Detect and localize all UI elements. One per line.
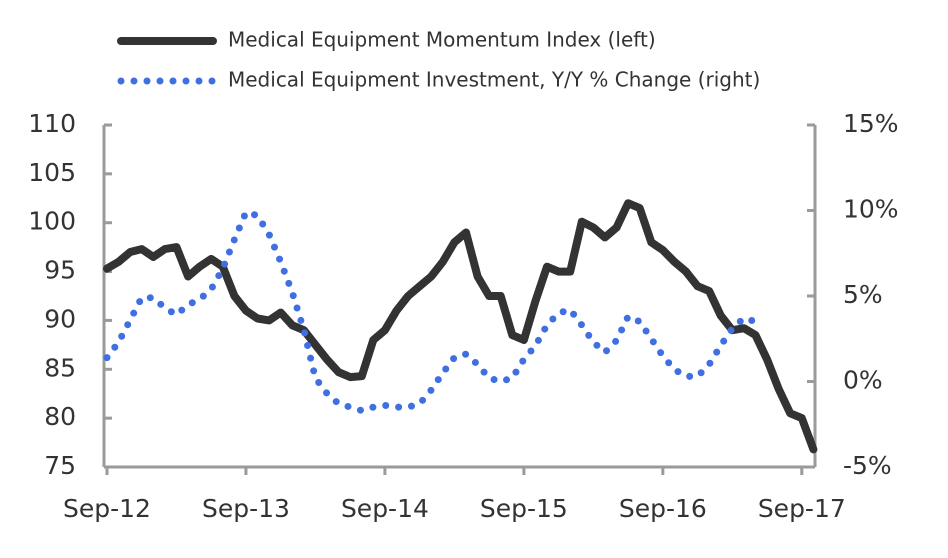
y2-tick-label: -5%	[843, 451, 892, 480]
legend-label: Medical Equipment Investment, Y/Y % Chan…	[228, 68, 760, 92]
y-tick-label: 95	[44, 256, 76, 285]
y2-tick-label: 0%	[843, 366, 883, 395]
series-line	[103, 199, 818, 454]
y-tick-label: 100	[28, 207, 76, 236]
x-tick-label: Sep-12	[63, 494, 151, 523]
y-tick-label: 90	[44, 304, 76, 333]
y-tick-label: 110	[28, 109, 76, 138]
y-tick-label: 85	[44, 353, 76, 382]
x-tick-label: Sep-15	[480, 494, 568, 523]
series-line	[103, 208, 759, 415]
x-tick-label: Sep-16	[619, 494, 707, 523]
y-tick-label: 105	[28, 158, 76, 187]
y2-tick-label: 15%	[843, 109, 899, 138]
x-tick-label: Sep-17	[758, 494, 846, 523]
legend-label: Medical Equipment Momentum Index (left)	[228, 28, 656, 52]
y-tick-label: 75	[44, 451, 76, 480]
x-tick-label: Sep-13	[202, 494, 290, 523]
x-tick-label: Sep-14	[341, 494, 429, 523]
y-tick-label: 80	[44, 402, 76, 431]
y2-tick-label: 5%	[843, 280, 883, 309]
y2-tick-label: 10%	[843, 195, 899, 224]
